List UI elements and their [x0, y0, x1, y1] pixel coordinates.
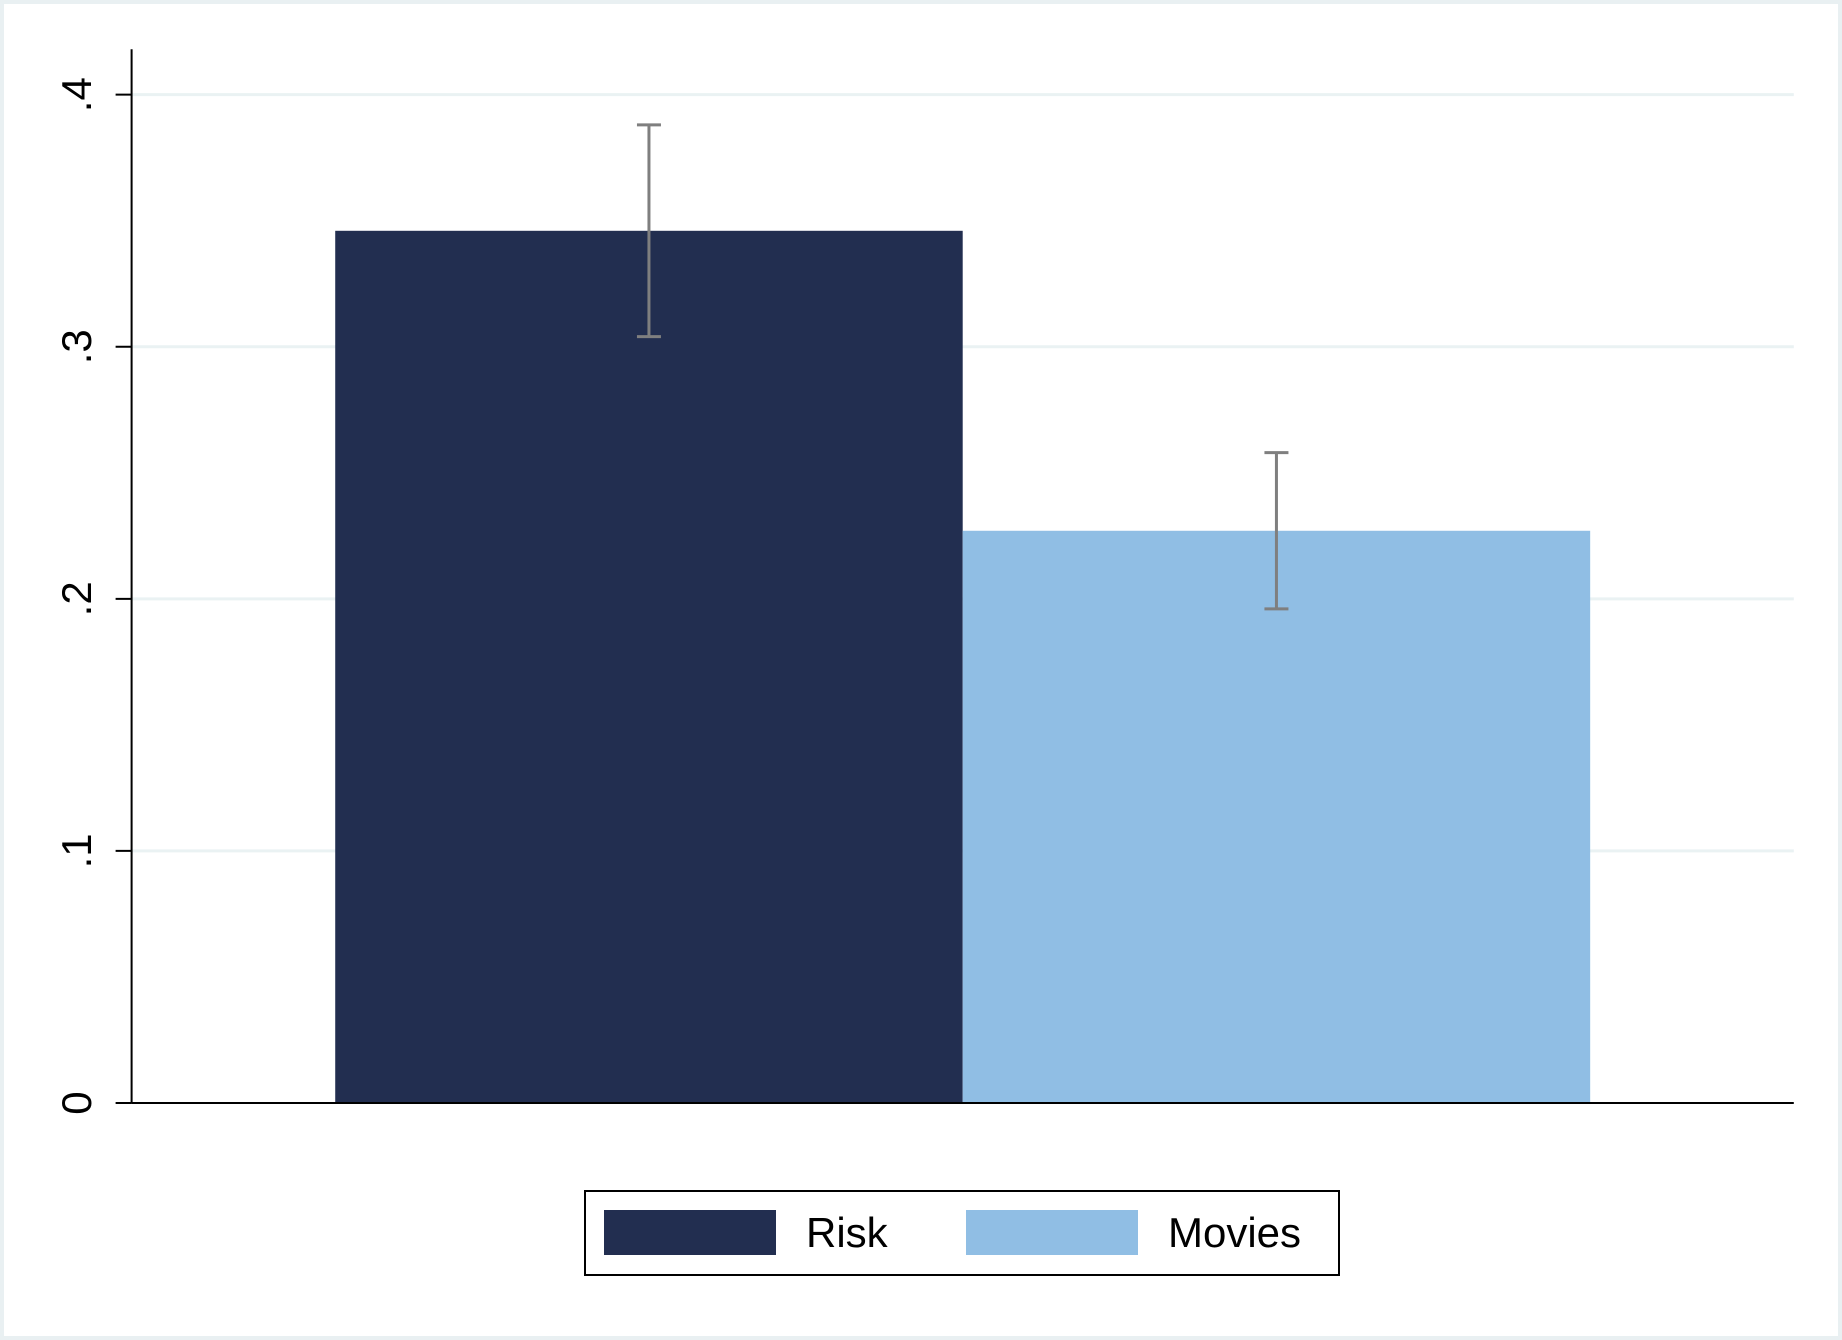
legend-swatch: [966, 1210, 1138, 1255]
legend-label: Movies: [1168, 1209, 1301, 1256]
y-tick-label: .3: [53, 329, 100, 364]
legend-label: Risk: [806, 1209, 889, 1256]
legend-swatch: [604, 1210, 776, 1255]
bar: [962, 530, 1591, 1103]
bar: [335, 230, 963, 1103]
y-tick-label: .1: [53, 833, 100, 868]
y-tick-label: .4: [53, 77, 100, 112]
y-tick-label: 0: [53, 1091, 100, 1114]
y-tick-label: .2: [53, 581, 100, 616]
